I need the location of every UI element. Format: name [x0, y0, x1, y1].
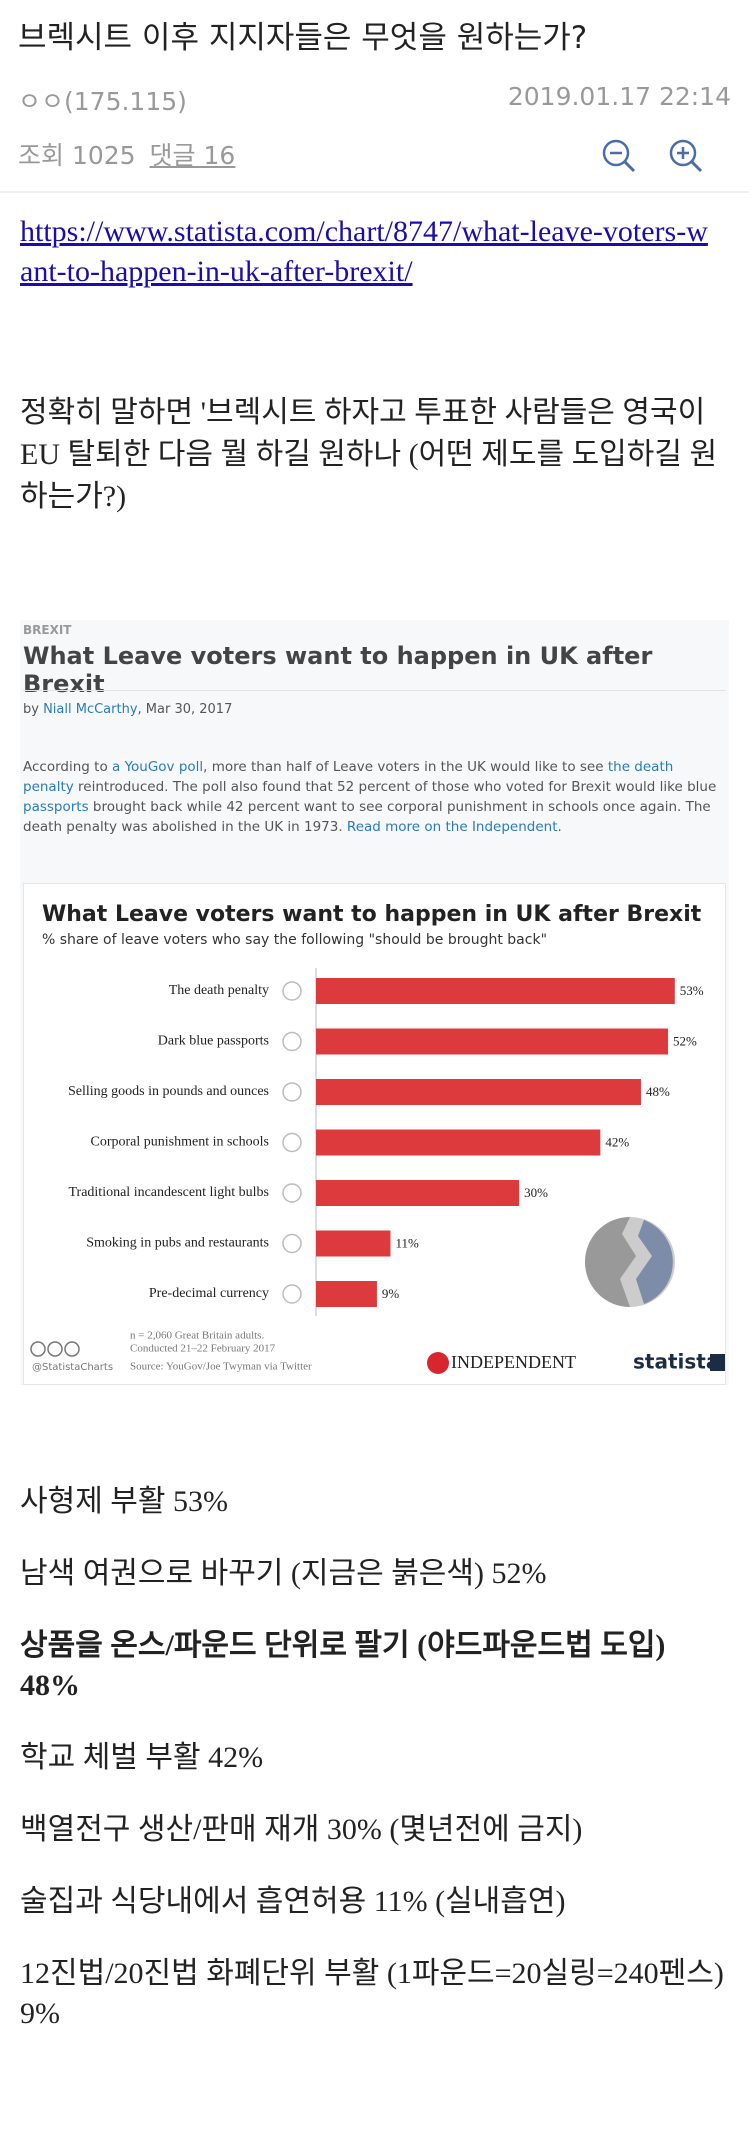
logo: statista — [633, 1350, 719, 1374]
desc-text: brought back while 42 percent want to se… — [23, 799, 711, 835]
category-label: Selling goods in pounds and ounces — [68, 1084, 269, 1099]
category-icon — [282, 1284, 302, 1304]
kicker: BREXIT — [23, 623, 72, 637]
category-label: Smoking in pubs and restaurants — [86, 1236, 269, 1251]
by: by — [23, 702, 44, 717]
bar — [316, 978, 675, 1004]
category-label: Pre-decimal currency — [149, 1286, 269, 1301]
description: According to a YouGov poll, more than ha… — [23, 757, 726, 837]
views: 1025 — [71, 141, 136, 170]
post-meta: ㅇㅇ(175.115) 2019.01.17 22:14 — [18, 82, 731, 118]
comments-link[interactable]: 댓글 16 — [150, 141, 236, 170]
category-icon — [282, 1031, 302, 1052]
desc-link[interactable]: Read more on the Independent — [346, 819, 558, 835]
chart-title: What Leave voters want to happen in UK a… — [42, 902, 702, 927]
ip: (175.115) — [64, 87, 187, 116]
bar — [316, 1281, 377, 1307]
summary: 사형제 부활 53% 남색 여권으로 바꾸기 (지금은 붉은색) 52% 상품을 온… — [20, 1482, 732, 2066]
desc-text: reintroduced. The poll also found that 5… — [73, 779, 717, 795]
category-icon — [282, 1233, 302, 1254]
value-label: 52% — [673, 1033, 697, 1048]
figure-title: What Leave voters want to happen in UK a… — [23, 642, 653, 698]
bar — [316, 1129, 601, 1156]
post-stats: 조회 1025 댓글 16 — [18, 136, 235, 172]
desc-link[interactable]: passports — [23, 799, 89, 815]
desc-link[interactable]: a YouGov poll — [112, 759, 204, 775]
desc-link[interactable]: the death penalty — [23, 759, 674, 795]
note: Conducted 21–22 February 2017 — [130, 1343, 276, 1355]
zoom-in-button[interactable] — [668, 138, 704, 174]
summary-line: 상품을 온스/파운드 단위로 팔기 (야드파운드법 도입) 48% — [20, 1629, 666, 1702]
date: 2019.01.17 22:14 — [507, 82, 731, 111]
category-label: Dark blue passports — [158, 1034, 269, 1049]
brexit-illustration — [585, 1217, 675, 1307]
statista-mark — [710, 1354, 727, 1371]
value-label: 48% — [646, 1084, 670, 1099]
desc-text: According to — [23, 759, 112, 775]
desc-text: , more than half of Leave voters in the … — [203, 759, 608, 775]
category-label: Corporal punishment in schools — [91, 1135, 270, 1150]
bar — [316, 1028, 669, 1055]
category-icon — [282, 1183, 302, 1203]
date: , Mar 30, 2017 — [137, 702, 233, 717]
handle: @StatistaCharts — [32, 1362, 113, 1373]
chart-card: What Leave voters want to happen in UK a… — [23, 883, 727, 1385]
rule — [23, 690, 726, 691]
bar — [316, 1079, 641, 1105]
value-label: 11% — [395, 1235, 419, 1250]
source-link[interactable]: https://www.statista.com/chart/8747/what… — [20, 215, 708, 288]
category-icon — [282, 981, 302, 1001]
value-label: 53% — [680, 983, 704, 998]
intro-text: 정확히 말하면 '브렉시트 하자고 투표한 사람들은 영국이 EU 탈퇴한 다음… — [20, 396, 718, 513]
independent-emblem — [427, 1352, 449, 1374]
note: n = 2,060 Great Britain adults. — [130, 1330, 264, 1342]
summary-line: 백열전구 생산/판매 재개 30% (몇년전에 금지) — [20, 1813, 583, 1846]
summary-line: 남색 여권으로 바꾸기 (지금은 붉은색) 52% — [20, 1557, 547, 1590]
divider — [0, 191, 749, 193]
bar — [316, 1180, 520, 1206]
category-icon — [282, 1132, 302, 1153]
category-label: The death penalty — [169, 983, 269, 998]
logo: INDEPENDENT — [451, 1352, 576, 1372]
summary-line: 학교 체벌 부활 42% — [20, 1741, 264, 1774]
chart-subtitle: % share of leave voters who say the foll… — [42, 932, 547, 948]
comments-label: 댓글 — [149, 141, 196, 170]
views-label: 조회 — [18, 141, 65, 170]
author-link: Niall McCarthy — [43, 702, 138, 717]
byline: by Niall McCarthy, Mar 30, 2017 — [23, 702, 232, 717]
bar — [316, 1230, 391, 1257]
author: ㅇㅇ — [18, 87, 65, 116]
chart: What Leave voters want to happen in UK a… — [30, 902, 727, 1374]
zoom-out-button[interactable] — [601, 138, 637, 174]
embedded-image: BREXIT What Leave voters want to happen … — [20, 620, 729, 1385]
category-label: Traditional incandescent light bulbs — [68, 1185, 269, 1200]
post-title: 브렉시트 이후 지지자들은 무엇을 원하는가? — [18, 20, 588, 56]
category-icon — [282, 1082, 302, 1102]
value-label: 30% — [524, 1185, 548, 1200]
summary-line: 12진법/20진법 화폐단위 부활 (1파운드=20실링=240펜스) 9% — [20, 1957, 724, 2030]
value-label: 9% — [382, 1286, 400, 1301]
cc-icons — [30, 1341, 80, 1357]
summary-line: 술집과 식당내에서 흡연허용 11% (실내흡연) — [20, 1885, 566, 1918]
source: Source: YouGov/Joe Twyman via Twitter — [130, 1361, 312, 1373]
desc-text: . — [557, 819, 562, 835]
summary-line: 사형제 부활 53% — [20, 1485, 228, 1518]
value-label: 42% — [605, 1134, 629, 1149]
comments: 16 — [203, 141, 236, 170]
